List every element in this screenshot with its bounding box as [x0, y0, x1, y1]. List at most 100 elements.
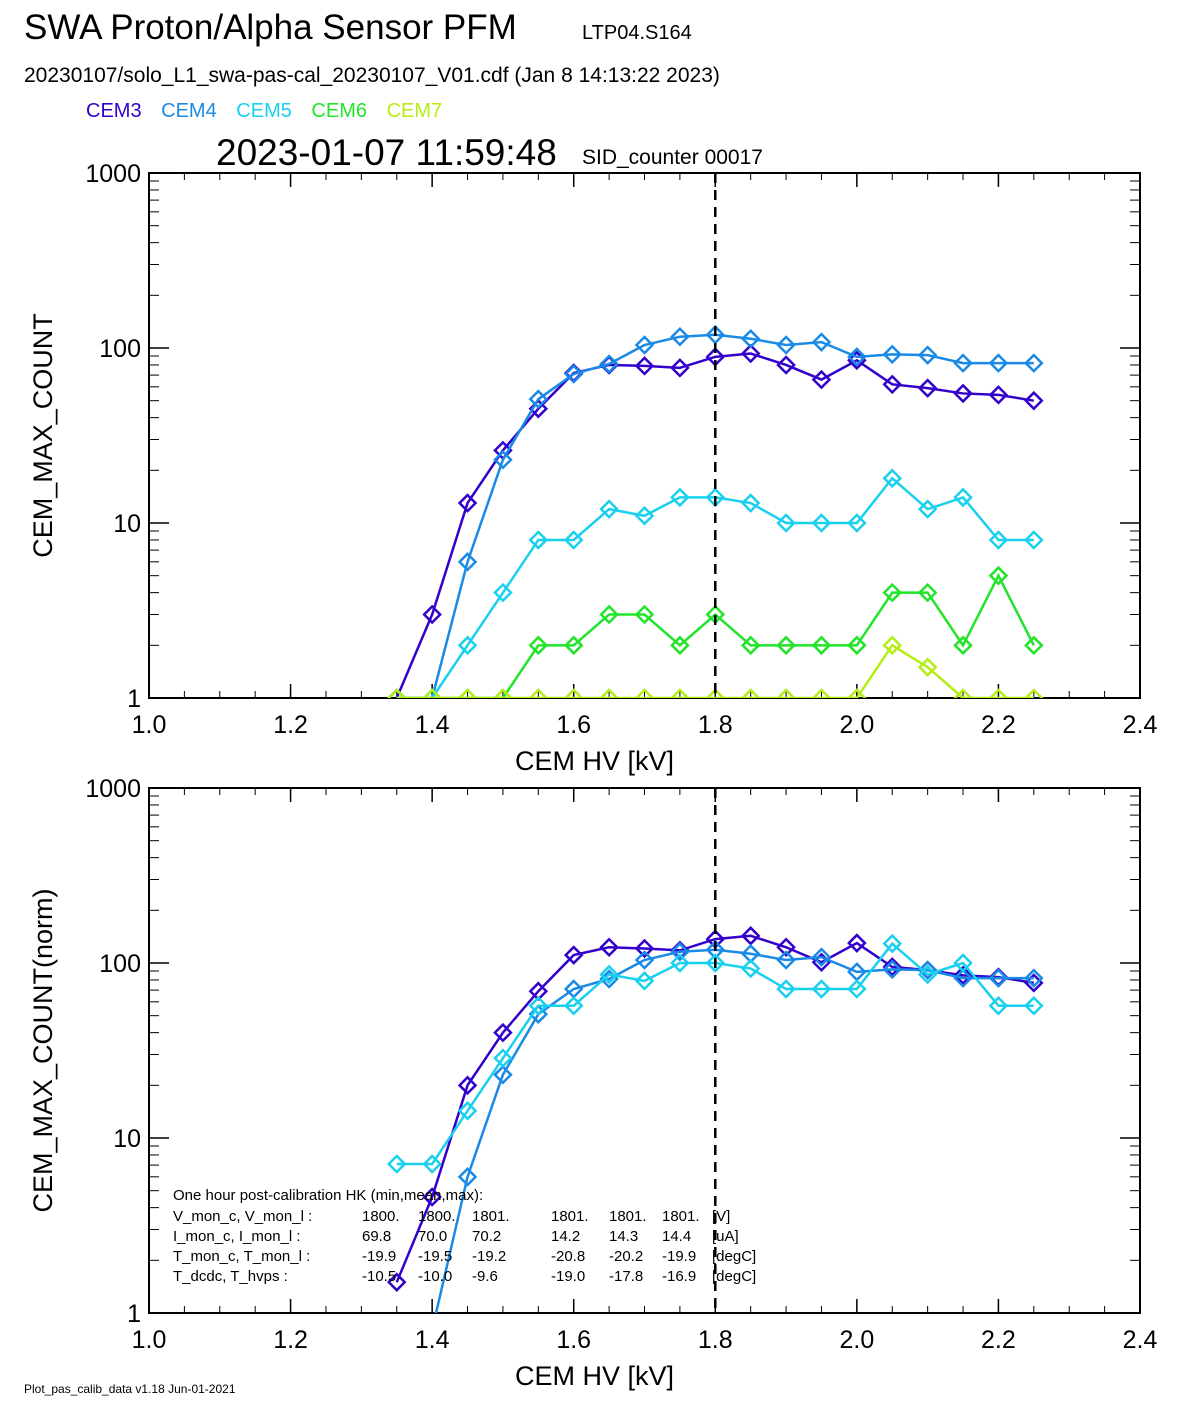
data-point [386, 1272, 407, 1292]
x-tick-label: 2.2 [981, 711, 1016, 739]
data-point [634, 971, 655, 991]
data-point [988, 968, 1009, 988]
data-point [422, 688, 442, 698]
data-point [634, 356, 655, 376]
chart-panel-1: 1.0 1.2 1.4 1.6 1.8 2.0 2.2 2.4 1 10 100 1000 CEM HV… [28, 160, 1157, 776]
data-point [740, 958, 761, 979]
hk-value-l: 1801. [551, 1208, 589, 1225]
hk-value-c: 1801. [472, 1208, 510, 1225]
x-tick-label: 2.4 [1123, 1326, 1158, 1354]
hk-value-c: 1800. [362, 1208, 400, 1225]
footer-version: Plot_pas_calib_data v1.18 Jun-01-2021 [24, 1382, 236, 1396]
legend: CEM3 CEM4 CEM5 CEM6 CEM7 [86, 100, 456, 123]
data-point [917, 960, 938, 980]
data-point [670, 358, 690, 378]
data-point [953, 383, 973, 404]
hk-value-c: -19.2 [472, 1248, 506, 1265]
data-point [882, 957, 903, 977]
data-point [705, 688, 726, 698]
hk-value-c: -10.5 [362, 1268, 396, 1285]
data-point [776, 979, 796, 999]
data-point [563, 530, 584, 550]
data-point [776, 513, 796, 533]
hk-value-l: 14.4 [662, 1228, 691, 1245]
data-point [811, 369, 832, 390]
series-line-cem7 [396, 643, 1034, 698]
hk-value-l: -20.8 [551, 1248, 585, 1265]
y-tick-label: 1 [127, 685, 141, 713]
data-point [599, 688, 619, 698]
file-info: 20230107/solo_L1_swa-pas-cal_20230107_V0… [24, 64, 720, 87]
data-point [882, 635, 903, 656]
data-point [953, 965, 973, 986]
data-point [422, 1154, 442, 1174]
data-point [917, 345, 938, 365]
data-point [811, 332, 832, 352]
data-point [988, 565, 1009, 586]
data-point [634, 604, 655, 625]
y-tick-label: 1 [127, 1300, 141, 1328]
data-point [1024, 995, 1044, 1016]
page-title: SWA Proton/Alpha Sensor PFM [24, 8, 517, 47]
legend-entry-cem7: CEM7 [386, 100, 443, 122]
y-tick-label: 100 [99, 950, 141, 978]
data-point [634, 950, 655, 970]
data-point [917, 378, 938, 398]
data-point [457, 552, 478, 572]
data-point [599, 964, 619, 985]
data-point [953, 688, 973, 698]
data-point [670, 635, 690, 656]
hk-title: One hour post-calibration HK (min,mean,m… [173, 1187, 483, 1204]
data-point [917, 499, 938, 519]
data-point [599, 937, 619, 958]
y-tick-label: 100 [99, 335, 141, 363]
data-point [634, 505, 655, 526]
data-point [988, 530, 1009, 550]
data-point [988, 385, 1009, 405]
data-point [1024, 353, 1044, 373]
legend-entry-cem5: CEM5 [236, 100, 292, 122]
data-point [882, 959, 903, 980]
data-point [988, 995, 1009, 1016]
data-point [776, 635, 796, 656]
hk-value-c: -19.5 [418, 1248, 452, 1265]
data-point [493, 1022, 513, 1043]
hk-value-l: 14.3 [609, 1228, 638, 1245]
data-point [776, 355, 796, 375]
data-point [528, 389, 549, 409]
data-point [528, 530, 549, 550]
data-point [563, 364, 584, 384]
data-point [634, 335, 655, 355]
hk-value-l: 1801. [662, 1208, 700, 1225]
page-subtitle: LTP04.S164 [582, 22, 692, 44]
hk-value-c: -9.6 [472, 1268, 498, 1285]
hk-value-l: -19.9 [662, 1248, 696, 1265]
hk-unit: [degC] [712, 1268, 756, 1285]
data-point [776, 335, 796, 355]
data-point [563, 635, 584, 656]
data-point [953, 968, 973, 988]
data-point [457, 1101, 478, 1121]
x-tick-label: 1.2 [273, 1326, 308, 1354]
data-point [422, 604, 442, 625]
data-point [740, 926, 761, 946]
y-tick-label: 1000 [85, 775, 141, 803]
data-point [493, 1048, 513, 1068]
data-point [670, 953, 690, 973]
data-point [457, 493, 478, 513]
x-tick-label: 2.2 [981, 1326, 1016, 1354]
data-point [740, 493, 761, 513]
x-axis-label: CEM HV [kV] [515, 1361, 674, 1391]
hk-value-l: -16.9 [662, 1268, 696, 1285]
x-tick-label: 1.4 [415, 1326, 450, 1354]
data-point [493, 1064, 513, 1085]
data-point [670, 941, 690, 962]
y-axis-label: CEM_MAX_COUNT [28, 313, 58, 558]
hk-row-label: T_dcdc, T_hvps : [173, 1268, 288, 1285]
data-point [493, 582, 513, 603]
data-point [670, 688, 690, 698]
hk-row-label: I_mon_c, I_mon_l : [173, 1228, 301, 1245]
data-point [811, 513, 832, 533]
data-point [847, 347, 867, 367]
hk-value-l: 1801. [609, 1208, 647, 1225]
